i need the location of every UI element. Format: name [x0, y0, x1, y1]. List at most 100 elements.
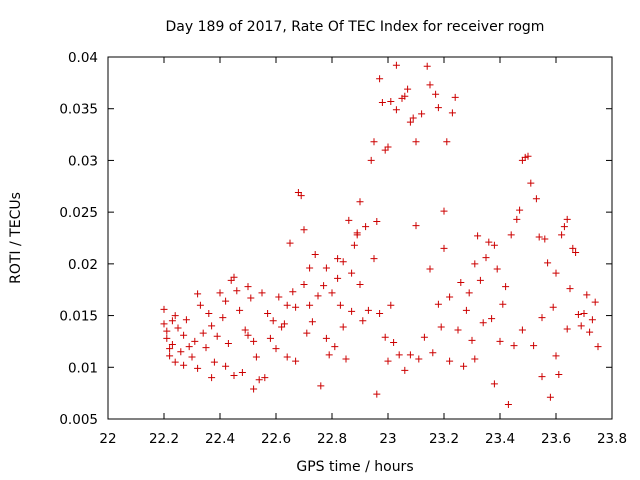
x-axis-title: GPS time / hours [296, 459, 413, 475]
data-point [471, 355, 479, 363]
data-point [306, 264, 314, 272]
data-point [555, 371, 563, 379]
data-point [378, 99, 386, 107]
data-point [171, 358, 179, 366]
data-point [322, 264, 330, 272]
data-point [462, 306, 470, 314]
data-point [367, 156, 375, 164]
data-point [493, 265, 501, 273]
data-point [236, 306, 244, 314]
data-point [250, 337, 258, 345]
chart-title: Day 189 of 2017, Rate Of TEC Index for r… [166, 19, 545, 35]
data-point [196, 301, 204, 309]
data-point [230, 372, 238, 380]
data-point [208, 322, 216, 330]
data-point [392, 106, 400, 114]
data-point [216, 289, 224, 297]
data-point [384, 143, 392, 151]
data-point [446, 293, 454, 301]
y-tick-label: 0.035 [59, 102, 98, 118]
data-point [210, 358, 218, 366]
data-point [331, 343, 339, 351]
data-point [516, 206, 524, 214]
data-point [345, 216, 353, 224]
x-tick-label: 22 [99, 431, 116, 447]
data-point [342, 355, 350, 363]
data-point [286, 239, 294, 247]
data-point [297, 192, 305, 200]
data-point [317, 382, 325, 390]
data-point [476, 276, 484, 284]
data-point [507, 231, 515, 239]
data-point [499, 300, 507, 308]
data-point [213, 332, 221, 340]
data-point [412, 222, 420, 230]
data-point [504, 401, 512, 409]
x-tick-label: 22.8 [317, 431, 347, 447]
data-point [191, 337, 199, 345]
data-point [415, 355, 423, 363]
data-point [510, 342, 518, 350]
data-point [451, 93, 459, 101]
x-tick-label: 22.2 [149, 431, 179, 447]
data-point [303, 329, 311, 337]
data-point [356, 198, 364, 206]
data-point [289, 288, 297, 296]
data-point [275, 293, 283, 301]
data-point [269, 317, 277, 325]
data-point [471, 260, 479, 268]
data-point [381, 333, 389, 341]
data-point [163, 334, 171, 342]
data-point [370, 138, 378, 146]
data-point [401, 366, 409, 374]
data-point [325, 351, 333, 359]
data-point [166, 345, 174, 353]
data-point [348, 307, 356, 315]
data-point [168, 317, 176, 325]
data-point [171, 312, 179, 320]
data-point [406, 351, 414, 359]
data-point [482, 254, 490, 262]
x-tick-label: 23 [379, 431, 396, 447]
data-point [437, 323, 445, 331]
data-points [160, 61, 602, 409]
data-point [563, 325, 571, 333]
y-tick-label: 0.03 [68, 153, 98, 169]
data-point [580, 310, 588, 318]
data-point [524, 152, 532, 160]
data-point [266, 334, 274, 342]
data-point [566, 285, 574, 293]
data-point [188, 353, 196, 361]
data-point [552, 269, 560, 277]
data-point [434, 104, 442, 112]
data-point [384, 357, 392, 365]
data-point [583, 291, 591, 299]
data-point [300, 281, 308, 289]
data-point [362, 223, 370, 231]
data-point [541, 235, 549, 243]
data-point [194, 364, 202, 372]
y-tick-label: 0.01 [68, 360, 98, 376]
data-point [479, 319, 487, 327]
data-point [552, 352, 560, 360]
data-point [569, 244, 577, 252]
data-point [535, 233, 543, 241]
y-tick-label: 0.005 [59, 412, 98, 428]
data-point [185, 343, 193, 351]
data-point [314, 292, 322, 300]
data-point [527, 179, 535, 187]
data-point [180, 361, 188, 369]
data-point [160, 305, 168, 313]
data-point [334, 274, 342, 282]
data-point [359, 317, 367, 325]
data-point [339, 323, 347, 331]
data-point [180, 331, 188, 339]
data-point [432, 90, 440, 98]
data-point [241, 326, 249, 334]
data-point [247, 294, 255, 302]
data-point [208, 374, 216, 382]
data-point [244, 331, 252, 339]
data-point [443, 138, 451, 146]
x-tick-label: 22.4 [205, 431, 235, 447]
y-tick-label: 0.04 [68, 50, 98, 66]
